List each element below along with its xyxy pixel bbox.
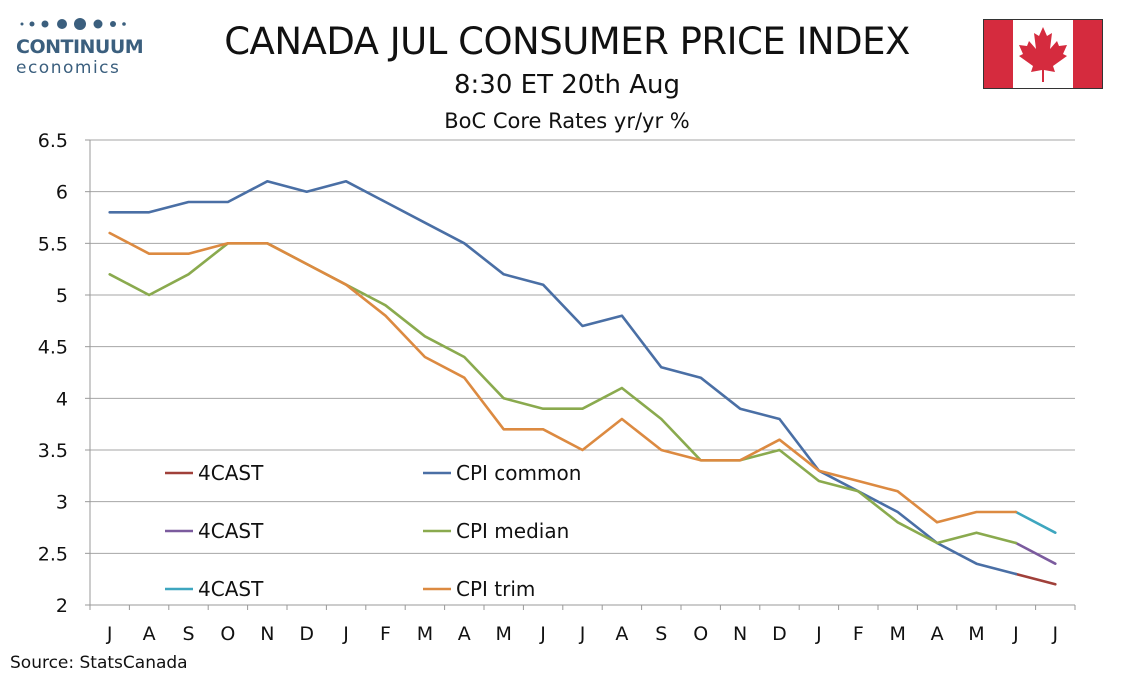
- x-tick-label: J: [106, 623, 113, 645]
- y-tick-label: 4: [56, 388, 68, 410]
- legend-label: 4CAST: [198, 461, 264, 485]
- series-line-cpi-median-1: [108, 242, 1018, 545]
- series-line-4cast-4: [1014, 541, 1057, 565]
- y-tick-label: 5: [56, 285, 68, 307]
- y-tick-label: 6.5: [38, 130, 68, 152]
- x-tick-label: M: [889, 623, 905, 645]
- legend-label: CPI common: [456, 461, 581, 485]
- series-line-4cast-3: [1014, 572, 1057, 586]
- legend-label: 4CAST: [198, 577, 264, 601]
- x-tick-label: J: [539, 623, 546, 645]
- y-tick-label: 3: [56, 492, 68, 514]
- x-tick-label: D: [299, 623, 314, 645]
- y-tick-label: 5.5: [38, 233, 68, 255]
- canada-flag-icon: [983, 19, 1103, 89]
- x-tick-label: N: [260, 623, 274, 645]
- x-tick-label: M: [417, 623, 433, 645]
- continuum-logo: CONTINUUM economics: [14, 14, 144, 78]
- x-tick-label: A: [615, 623, 628, 645]
- x-tick-label: M: [968, 623, 984, 645]
- y-tick-label: 6: [56, 182, 68, 204]
- legend-label: 4CAST: [198, 519, 264, 543]
- x-tick-label: O: [220, 623, 235, 645]
- y-tick-label: 2: [56, 595, 68, 617]
- y-tick-label: 2.5: [38, 543, 68, 565]
- y-tick-label: 4.5: [38, 337, 68, 359]
- y-tick-label: 3.5: [38, 440, 68, 462]
- x-tick-label: D: [772, 623, 787, 645]
- x-tick-label: F: [853, 623, 864, 645]
- logo-tagline: economics: [16, 58, 121, 78]
- x-tick-label: A: [143, 623, 156, 645]
- series-line-4cast-5: [1014, 510, 1057, 534]
- page-subtitle: 8:30 ET 20th Aug: [453, 70, 680, 100]
- legend-label: CPI median: [456, 519, 569, 543]
- x-tick-label: F: [380, 623, 391, 645]
- x-tick-label: J: [815, 623, 822, 645]
- series-line-cpi-trim-2: [108, 231, 1018, 524]
- x-tick-label: J: [1051, 623, 1058, 645]
- x-tick-label: O: [693, 623, 708, 645]
- x-tick-label: J: [1012, 623, 1019, 645]
- x-tick-label: S: [182, 623, 194, 645]
- x-tick-label: M: [495, 623, 511, 645]
- x-tick-label: S: [655, 623, 667, 645]
- series-line-cpi-common-0: [108, 180, 1018, 576]
- x-tick-label: J: [342, 623, 349, 645]
- logo-dots-icon: [20, 18, 126, 30]
- logo-wordmark: CONTINUUM: [16, 36, 144, 58]
- x-tick-label: J: [579, 623, 586, 645]
- source-note: Source: StatsCanada: [10, 653, 188, 673]
- x-tick-label: A: [931, 623, 944, 645]
- x-tick-label: A: [458, 623, 471, 645]
- legend-label: CPI trim: [456, 577, 535, 601]
- page-title: CANADA JUL CONSUMER PRICE INDEX: [224, 20, 910, 63]
- x-tick-label: N: [733, 623, 747, 645]
- chart-title: BoC Core Rates yr/yr %: [444, 109, 690, 133]
